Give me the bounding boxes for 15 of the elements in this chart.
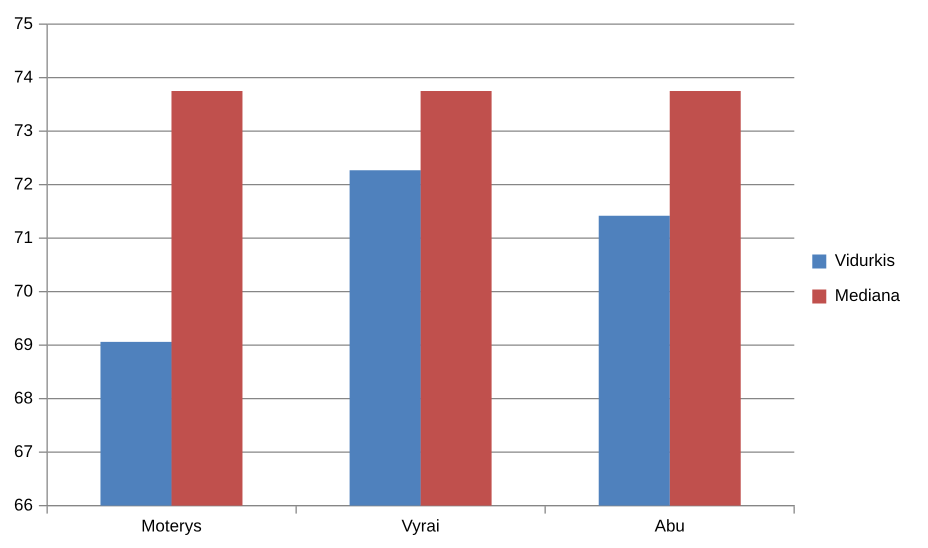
- y-tick-label: 67: [14, 442, 33, 461]
- y-tick-label: 69: [14, 334, 33, 354]
- legend-label: Mediana: [834, 286, 901, 306]
- legend-label: Vidurkis: [834, 251, 895, 270]
- y-tick-label: 75: [14, 14, 33, 33]
- y-tick-label: 72: [14, 174, 33, 194]
- x-tick-label: Moterys: [141, 516, 202, 536]
- y-tick-label: 66: [14, 495, 33, 514]
- y-tick-label: 71: [14, 228, 33, 247]
- y-tick-label: 74: [14, 67, 33, 86]
- y-tick-label: 68: [14, 388, 33, 408]
- x-tick-label: Vyrai: [402, 516, 440, 536]
- x-tick-label: Abu: [654, 516, 685, 536]
- y-tick-label: 70: [14, 281, 33, 300]
- y-tick-label: 73: [14, 120, 33, 140]
